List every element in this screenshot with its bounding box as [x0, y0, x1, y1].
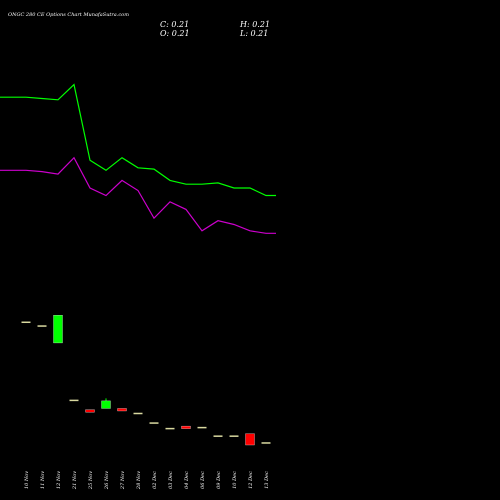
- candle-body: [21, 321, 31, 324]
- candle-body: [213, 435, 223, 437]
- x-tick-label: 25 Nov: [88, 471, 94, 490]
- candle: [149, 422, 159, 424]
- low-readout: L: 0.21: [239, 29, 268, 38]
- candle: [261, 442, 271, 444]
- x-tick-label: 03 Dec: [168, 471, 174, 489]
- candle-body: [69, 399, 79, 402]
- candle-body: [165, 427, 175, 430]
- overlay-line-0: [0, 83, 276, 197]
- candle-body: [245, 433, 255, 446]
- overlay-lines: [0, 83, 276, 234]
- candle: [165, 427, 175, 430]
- candle: [197, 426, 207, 429]
- x-tick-label: 02 Dec: [152, 471, 158, 489]
- candle-body: [37, 325, 47, 327]
- candle-body: [197, 426, 207, 429]
- candle: [213, 435, 223, 437]
- x-tick-label: 11 Nov: [40, 471, 46, 489]
- x-tick-label: 13 Dec: [264, 471, 270, 489]
- candle: [245, 433, 255, 446]
- chart-title: ONGC 280 CE Options Chart MunafaSutra.co…: [8, 12, 129, 18]
- candle: [21, 321, 31, 324]
- high-readout: H: 0.21: [239, 20, 270, 29]
- candle: [53, 315, 63, 344]
- candle-body: [181, 425, 191, 429]
- x-tick-label: 06 Dec: [200, 471, 206, 489]
- candle-body: [85, 409, 95, 413]
- x-tick-label: 10 Nov: [24, 471, 30, 489]
- x-tick-label: 12 Nov: [56, 471, 62, 489]
- candle-body: [149, 422, 159, 424]
- candle: [69, 399, 79, 402]
- candle: [181, 425, 191, 429]
- candle-body: [101, 400, 111, 409]
- candle-body: [117, 408, 127, 412]
- x-tick-label: 10 Dec: [232, 471, 238, 489]
- x-tick-label: 21 Nov: [72, 471, 78, 490]
- x-tick-label: 09 Dec: [216, 471, 222, 489]
- x-tick-label: 28 Nov: [136, 471, 142, 490]
- candle: [133, 412, 143, 415]
- x-tick-label: 27 Nov: [120, 471, 126, 490]
- candle-body: [261, 442, 271, 444]
- candle-body: [133, 412, 143, 415]
- candle: [85, 409, 95, 413]
- x-tick-label: 12 Dec: [248, 471, 254, 489]
- candles: [21, 315, 271, 446]
- x-tick-label: 04 Dec: [184, 471, 190, 489]
- candle: [37, 325, 47, 327]
- candle-body: [53, 315, 63, 344]
- close-readout: C: 0.21: [160, 20, 189, 29]
- candle: [117, 408, 127, 412]
- x-tick-label: 26 Nov: [104, 471, 110, 490]
- overlay-line-1: [0, 156, 276, 234]
- candle: [101, 398, 111, 409]
- open-readout: O: 0.21: [160, 29, 190, 38]
- candle: [229, 435, 239, 437]
- candle-body: [229, 435, 239, 437]
- x-axis-ticks: 10 Nov 11 Nov 12 Nov 21 Nov 25 Nov 26 Nov 27 N…: [24, 471, 270, 490]
